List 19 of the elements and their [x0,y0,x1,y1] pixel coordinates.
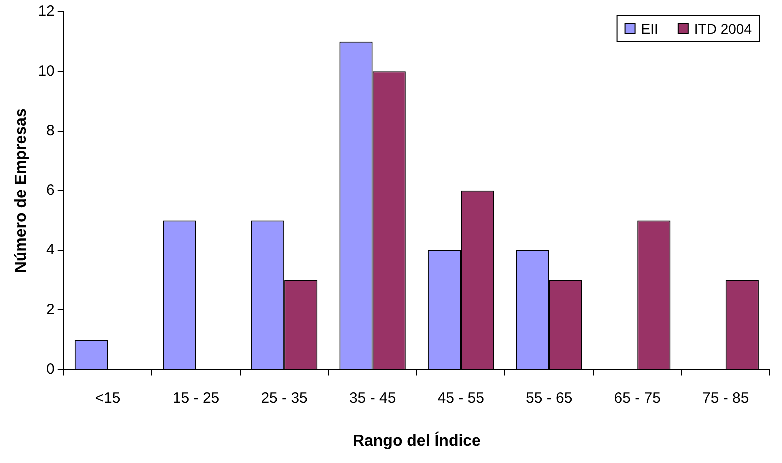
x-tick-label: 75 - 85 [702,390,750,407]
y-tick-label: 8 [46,122,55,140]
x-axis-title: Rango del Índice [352,430,482,450]
x-tick-label: 55 - 65 [526,390,573,407]
x-tick-label: <15 [95,390,121,407]
y-tick-label: 4 [46,242,55,259]
x-tick-label: 35 - 45 [349,390,396,407]
legend-label: EII [641,20,658,37]
x-tick-label: 15 - 25 [172,390,220,407]
y-tick-label: 2 [46,301,55,318]
x-tick-label: 25 - 35 [261,390,308,407]
y-tick-label: 6 [46,182,55,200]
y-tick-label: 0 [46,360,55,378]
x-tick-label: 65 - 75 [614,390,661,407]
x-tick-label: 45 - 55 [438,390,484,407]
y-axis-title: Número de Empresas [13,108,30,274]
y-tick-label: 12 [38,3,55,20]
y-tick-label: 10 [38,62,55,80]
legend-label: ITD 2004 [694,20,752,37]
